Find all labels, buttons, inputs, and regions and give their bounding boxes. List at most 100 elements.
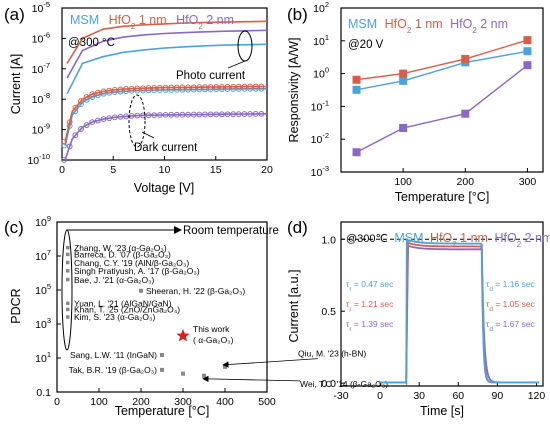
panel-c-ylabel: PDCR [9,288,23,323]
transient-response-line [378,241,540,386]
panel-d: (d) -30 0 30 60 90 120 0.0 0.5 1.0 @300℃ MSM HfO… [287,218,550,418]
dark-current-marker [100,116,107,123]
dark-current-marker [247,111,253,117]
dark-current-marker [224,111,231,118]
dark-current-marker [151,85,158,91]
dark-current-marker [230,83,237,90]
dark-current-marker [123,113,129,120]
reference-marker [160,367,164,372]
dark-current-marker [185,111,191,118]
dark-current-marker [66,119,73,126]
dark-current-marker [219,111,225,118]
reference-marker [202,373,206,378]
y-tick-label-b: 10-2 [311,131,329,146]
responsivity-marker [523,36,532,45]
dark-current-marker [213,84,220,90]
x-tick-label-c: 300 [174,396,192,408]
legend-msm-a: MSM [70,13,99,27]
responsivity-marker [461,109,470,118]
x-tick-label-d: 120 [528,390,546,402]
photo-current-line [66,29,268,79]
reference-marker [66,260,70,265]
this-work-material: ( α-Ga₂O₃) [193,335,234,345]
dark-current-marker [219,83,225,90]
dark-current-marker [241,111,248,117]
reference-label: Yuan, L. '21 (AlGaN/GaN) [74,299,172,309]
room-temp-label: Room temperature [183,225,279,237]
y-tick-label-a: 10-10 [27,152,50,167]
reference-label: Zhang, W. '23 (α-Ga₂O₃) [74,243,167,253]
this-work-star [176,328,190,342]
rise-time-label: τr = 1.39 sec [346,319,394,333]
dark-current-marker [128,85,135,92]
panel-d-frame [340,221,544,387]
dark-current-marker [61,138,67,145]
reference-marker [66,252,70,257]
responsivity-marker [461,54,470,63]
reference-marker [139,288,143,293]
x-tick-label-c: 0 [54,396,60,408]
y-tick-label-c: 109 [35,214,51,229]
x-tick-label-d: 60 [452,390,464,402]
responsivity-line [356,39,528,81]
panel-d-series [378,238,540,386]
x-tick-label-b: 300 [519,176,537,188]
panel-c-xlabel: Temperature [°C] [115,404,210,418]
reference-label: Qiu, M. '23 (h-BN) [298,349,366,359]
dark-current-marker [202,84,208,91]
reference-label: Khan, T. '25 (ZnO/ZnGa₂O₄) [74,305,180,315]
panel-a-ticks: 0 5 10 15 20 10-10 10-9 10-8 10-7 10-6 10-5 [27,0,273,176]
x-tick-label-d: 30 [413,390,425,402]
dark-current-marker [156,84,163,91]
reference-marker [66,307,70,312]
reference-arrow [202,375,301,383]
photo-current-annotation: Photo current [176,70,246,82]
responsivity-marker [352,85,361,94]
y-tick-label-d: 1.0 [321,234,336,246]
x-tick-label-a: 5 [110,164,116,176]
dark-current-marker [162,111,169,118]
y-tick-label-b: 10-1 [311,98,329,113]
responsivity-marker [523,47,532,56]
reference-label: Wei, T.C. '14 (β-Ga₂O₃) [300,379,388,389]
x-tick-label-c: 400 [216,396,234,408]
y-tick-label-c: 101 [35,350,51,365]
dark-current-marker [190,111,197,118]
dark-current-ellipse [128,94,146,148]
dark-current-marker [258,110,265,117]
responsivity-marker [352,148,361,157]
panel-a-label: (a) [4,5,25,24]
dark-current-marker [168,111,175,118]
y-tick-label-a: 10-5 [32,0,50,15]
panel-d-xlabel: Time [s] [420,404,464,418]
reference-marker [160,353,164,358]
reference-marker [66,315,70,319]
dark-current-marker [156,112,163,118]
panel-b-xlabel: Temperature [°C] [395,190,490,204]
reference-arrow [222,358,319,368]
panel-a-series [61,20,268,163]
dark-current-marker [78,126,84,132]
x-tick-label-a: 0 [59,164,65,176]
panel-d-ticks: -30 0 30 60 90 120 0.0 0.5 1.0 [321,234,545,402]
dark-current-marker [179,111,186,118]
decay-time-label: τd = 1.67 sec [486,319,536,333]
dark-current-marker [106,87,113,94]
dark-current-marker [173,84,180,91]
dark-current-marker [117,113,124,120]
panel-b-series [352,36,532,157]
y-tick-label-a: 10-6 [32,30,50,45]
dark-current-marker [94,89,101,96]
dark-current-marker [168,84,175,91]
dark-current-marker [61,157,67,163]
reference-label: Bae, J. '21 (α-Ga₂O₃) [74,275,155,285]
dark-current-marker [111,114,118,121]
panel-b-ylabel: Responsivity [A/W] [287,38,301,143]
y-tick-label-c: 105 [35,282,51,297]
photo-current-leader [227,60,246,69]
legend-hfo2-a: HfO [176,13,199,27]
reference-marker [66,277,70,282]
x-tick-label-d: -30 [333,390,348,402]
dark-current-marker [89,91,96,98]
